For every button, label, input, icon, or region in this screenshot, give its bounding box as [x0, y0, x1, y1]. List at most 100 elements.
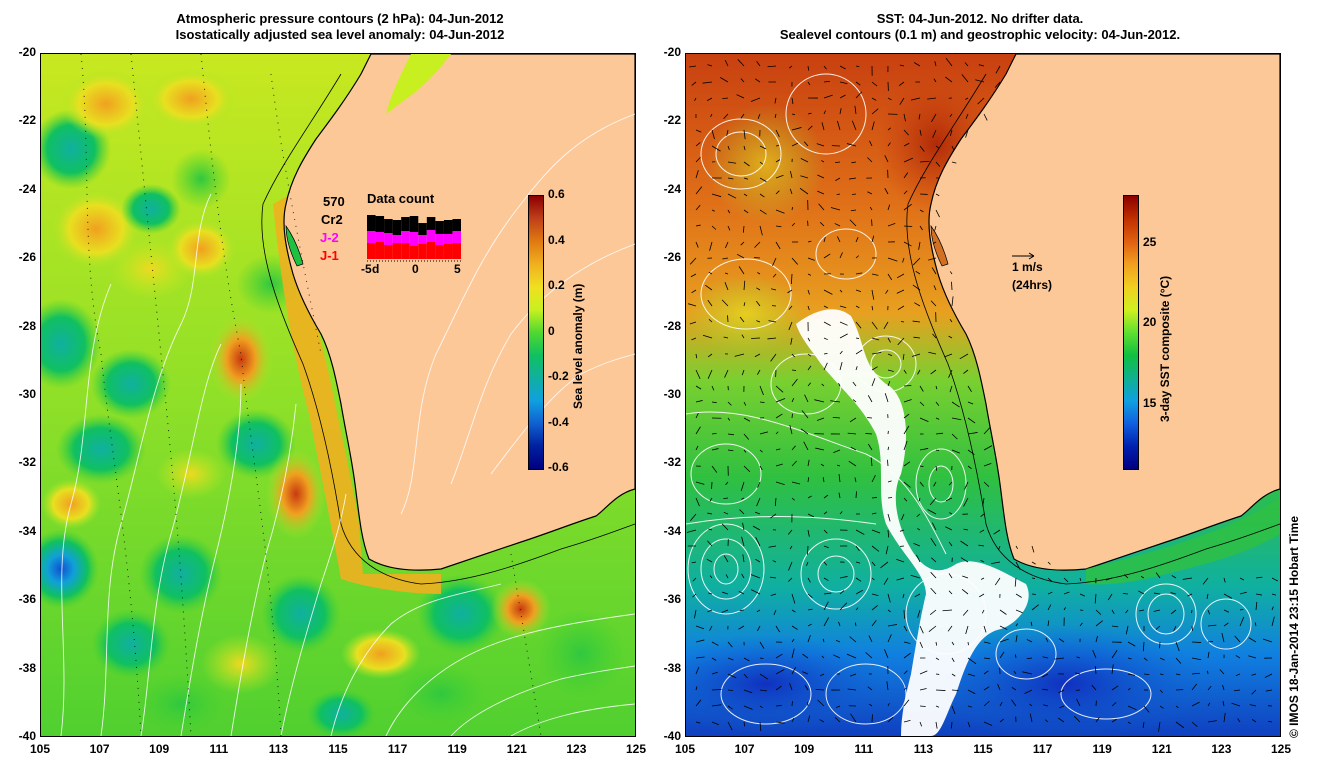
velocity-arrow: [967, 417, 976, 424]
velocity-arrow: [935, 721, 938, 729]
velocity-arrow: [935, 657, 940, 661]
velocity-arrow: [695, 129, 702, 133]
velocity-arrow: [854, 622, 857, 627]
velocity-arrow: [791, 378, 798, 387]
velocity-arrow: [711, 225, 717, 230]
velocity-arrow: [855, 321, 862, 329]
velocity-arrow: [711, 704, 722, 707]
velocity-arrow: [1105, 577, 1113, 581]
velocity-arrow: [1262, 638, 1273, 643]
velocity-arrow: [839, 108, 842, 115]
velocity-arrow: [1231, 702, 1241, 707]
velocity-arrow: [791, 497, 795, 501]
velocity-arrow: [849, 219, 857, 227]
velocity-arrow: [727, 417, 731, 421]
velocity-arrow: [750, 574, 761, 579]
velocity-arrow: [724, 369, 729, 378]
velocity-arrow: [998, 545, 1001, 551]
velocity-arrow: [846, 653, 857, 659]
velocity-arrow: [1058, 689, 1065, 694]
velocity-arrow: [897, 337, 905, 346]
velocity-arrow: [1175, 641, 1180, 652]
velocity-arrow: [726, 129, 729, 136]
velocity-arrow: [951, 161, 957, 164]
velocity-arrow: [691, 81, 697, 86]
velocity-arrow: [743, 673, 748, 679]
velocity-arrow: [871, 273, 879, 276]
velocity-arrow: [759, 431, 769, 435]
velocity-arrow: [832, 654, 841, 659]
velocity-arrow: [948, 369, 953, 378]
velocity-arrow: [975, 79, 985, 83]
velocity-arrow: [951, 705, 956, 715]
velocity-arrow: [948, 573, 953, 579]
velocity-scale-sublabel: (24hrs): [1012, 278, 1053, 292]
velocity-arrow: [807, 81, 811, 86]
velocity-arrow: [802, 653, 809, 659]
velocity-arrow: [887, 634, 892, 643]
x-tick-label: 111: [854, 742, 874, 756]
velocity-arrow: [743, 433, 750, 440]
velocity-arrow: [903, 641, 911, 644]
velocity-arrow: [880, 561, 889, 569]
velocity-arrow: [800, 428, 809, 435]
velocity-arrow: [1207, 720, 1217, 723]
velocity-arrow: [775, 385, 784, 393]
velocity-arrow: [757, 625, 761, 632]
velocity-arrow: [1170, 592, 1177, 595]
velocity-arrow: [868, 703, 873, 707]
velocity-arrow: [848, 460, 857, 467]
velocity-arrow: [849, 636, 857, 643]
velocity-arrow: [727, 721, 733, 731]
velocity-arrow: [711, 465, 718, 473]
velocity-arrow: [775, 413, 783, 419]
velocity-arrow: [855, 255, 860, 259]
velocity-arrow: [865, 433, 873, 435]
velocity-arrow: [965, 113, 969, 119]
velocity-arrow: [742, 554, 745, 563]
velocity-arrow: [961, 589, 969, 595]
velocity-arrow: [755, 300, 761, 307]
velocity-arrow: [965, 97, 969, 100]
data-count-tick-0: 0: [412, 262, 419, 276]
velocity-arrow: [1221, 632, 1225, 643]
velocity-arrow: [724, 272, 729, 275]
velocity-arrow: [886, 681, 889, 691]
velocity-arrow: [709, 625, 713, 631]
velocity-arrow: [1207, 624, 1217, 627]
velocity-arrow: [947, 625, 953, 632]
velocity-arrow: [742, 225, 745, 233]
velocity-arrow: [963, 369, 969, 374]
velocity-arrow: [867, 157, 873, 163]
velocity-arrow: [903, 461, 911, 467]
velocity-arrow: [839, 511, 843, 515]
velocity-arrow: [899, 64, 905, 67]
velocity-arrow: [721, 299, 729, 307]
velocity-arrow: [935, 209, 940, 218]
velocity-arrow: [711, 689, 722, 691]
velocity-arrow: [945, 57, 953, 67]
velocity-arrow: [1043, 704, 1049, 707]
velocity-arrow: [980, 577, 985, 580]
velocity-arrow: [788, 561, 793, 571]
velocity-arrow: [1175, 657, 1182, 664]
velocity-arrow: [751, 337, 761, 339]
velocity-arrow: [711, 385, 715, 391]
velocity-arrow: [896, 558, 905, 563]
velocity-arrow: [1111, 625, 1119, 628]
velocity-arrow: [1234, 635, 1241, 643]
velocity-arrow: [983, 700, 990, 707]
australia-land: [283, 54, 635, 571]
velocity-arrow: [823, 80, 830, 83]
velocity-arrow: [900, 321, 905, 323]
velocity-arrow: [741, 536, 745, 547]
velocity-arrow: [1239, 577, 1245, 581]
velocity-arrow: [759, 385, 764, 396]
velocity-arrow: [723, 336, 729, 339]
velocity-arrow: [789, 545, 793, 550]
velocity-arrow: [707, 353, 713, 358]
velocity-arrow: [850, 446, 857, 451]
velocity-arrow: [838, 383, 841, 387]
velocity-arrow: [930, 537, 937, 547]
velocity-arrow: [935, 385, 938, 390]
